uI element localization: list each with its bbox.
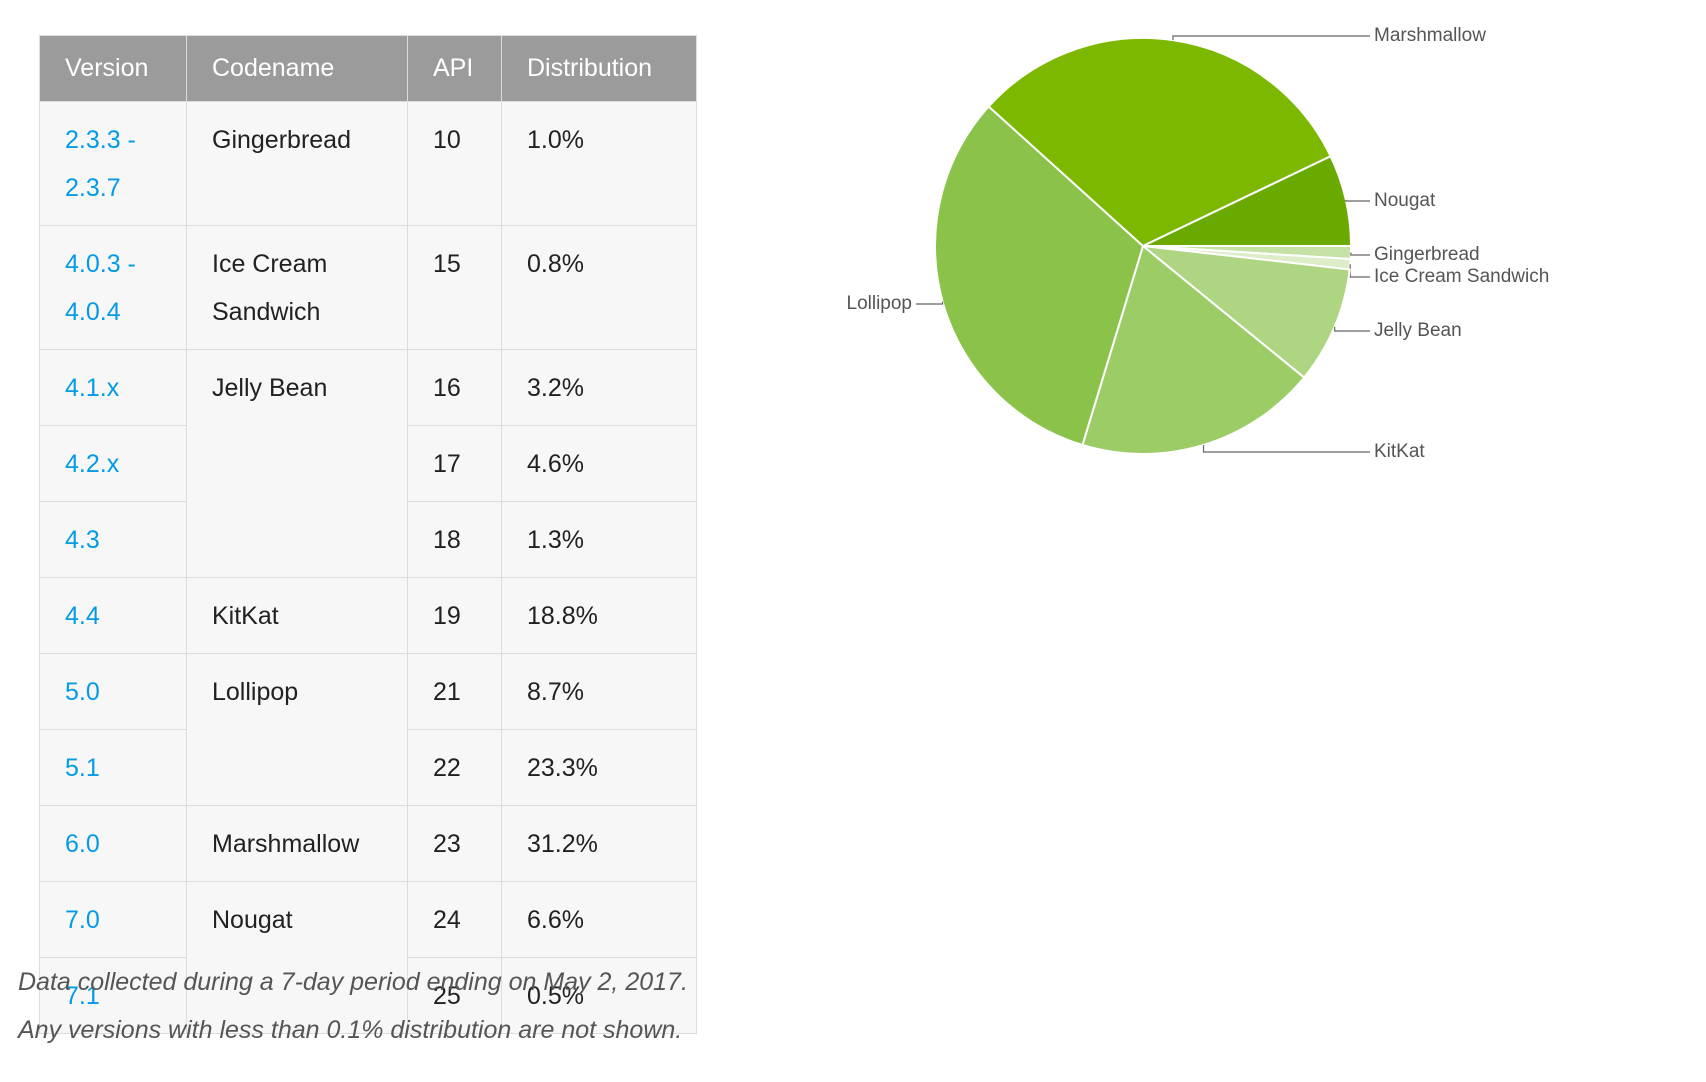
header-cell: Distribution: [501, 35, 697, 102]
table-row: 7.1 25 0.5%: [39, 957, 697, 1034]
slice-label: Lollipop: [847, 293, 913, 314]
codename-cell: Marshmallow: [186, 805, 408, 882]
version-link[interactable]: 5.1: [39, 729, 187, 806]
codename-cell: Nougat: [186, 881, 408, 1034]
codename-cell: Ice Cream Sandwich: [186, 225, 408, 350]
pie-slice: [1142, 245, 1352, 271]
version-link[interactable]: 6.0: [39, 805, 187, 882]
distribution-cell: 3.2%: [501, 349, 697, 426]
version-link[interactable]: 4.4: [39, 577, 187, 654]
version-link[interactable]: 7.0: [39, 881, 187, 958]
codename-cell: KitKat: [186, 577, 408, 654]
leader-line: [1172, 35, 1370, 41]
note: Data collected during a 7-day period end…: [18, 968, 688, 996]
pie-slice: [934, 105, 1145, 447]
distribution-cell: 0.5%: [501, 957, 697, 1034]
header-row: Version Codename API Distribution: [39, 35, 697, 102]
version-link[interactable]: 4.3: [39, 501, 187, 578]
table-row: 4.1.x Jelly Bean 16 3.2%: [39, 349, 697, 578]
table-row: 5.1 22 23.3%: [39, 729, 697, 806]
distribution-cell: 23.3%: [501, 729, 697, 806]
distribution-cell: 4.6%: [501, 425, 697, 502]
table-row: 2.3.3 - 2.3.7 Gingerbread 10 1.0%: [39, 101, 697, 226]
distribution-cell: 1.3%: [501, 501, 697, 578]
header-cell: Version: [39, 35, 187, 102]
api-cell: 10: [407, 101, 502, 226]
api-cell: 22: [407, 729, 502, 806]
pie-slice: [1142, 154, 1353, 247]
table-row: 4.4 KitKat 19 18.8%: [39, 577, 697, 654]
api-cell: 16: [407, 349, 502, 426]
slice-label: Gingerbread: [1374, 244, 1480, 265]
version-link[interactable]: 2.3.3 - 2.3.7: [39, 101, 187, 226]
version-link[interactable]: 7.1: [39, 957, 187, 1034]
version-link[interactable]: 5.0: [39, 653, 187, 730]
version-link[interactable]: 4.0.3 - 4.0.4: [39, 225, 187, 350]
distribution-cell: 0.8%: [501, 225, 697, 350]
distribution-cell: 18.8%: [501, 577, 697, 654]
table-row: 4.0.3 - 4.0.4 Ice Cream Sandwich 15 0.8%: [39, 225, 697, 350]
slice-label: Jelly Bean: [1374, 320, 1462, 341]
api-cell: 18: [407, 501, 502, 578]
codename-cell: Lollipop: [186, 653, 408, 806]
distribution-cell: 1.0%: [501, 101, 697, 226]
version-link[interactable]: 4.2.x: [39, 425, 187, 502]
pie-slice: [1081, 244, 1306, 455]
slice-label: Nougat: [1374, 190, 1436, 211]
notes: Data collected during a 7-day period end…: [18, 958, 688, 1054]
api-cell: 15: [407, 225, 502, 350]
slice-label: KitKat: [1374, 441, 1425, 462]
slice-label: Ice Cream Sandwich: [1374, 266, 1549, 287]
codename-cell: Jelly Bean: [186, 349, 408, 578]
table-row: 6.0 Marshmallow 23 31.2%: [39, 805, 697, 882]
leader-line: [1349, 264, 1370, 278]
leader-line: [916, 301, 944, 305]
leader-line: [1350, 252, 1370, 256]
table-row: 7.0 Nougat 24 6.6%: [39, 881, 697, 1034]
table-row: 4.2.x 17 4.6%: [39, 425, 697, 502]
leader-line: [1345, 199, 1370, 202]
api-cell: 17: [407, 425, 502, 502]
distribution-cell: 31.2%: [501, 805, 697, 882]
header-cell: Codename: [186, 35, 408, 102]
api-cell: 23: [407, 805, 502, 882]
distribution-cell: 8.7%: [501, 653, 697, 730]
codename-cell: Gingerbread: [186, 101, 408, 226]
pie-slice: [987, 37, 1332, 248]
header-cell: API: [407, 35, 502, 102]
note: Any versions with less than 0.1% distrib…: [18, 1016, 683, 1044]
leader-line: [1334, 326, 1370, 332]
api-cell: 25: [407, 957, 502, 1034]
slice-label: Marshmallow: [1374, 25, 1486, 46]
version-link[interactable]: 4.1.x: [39, 349, 187, 426]
api-cell: 21: [407, 653, 502, 730]
distribution-cell: 6.6%: [501, 881, 697, 958]
api-cell: 24: [407, 881, 502, 958]
leader-line: [1202, 444, 1370, 453]
pie-slice: [1142, 245, 1353, 261]
api-cell: 19: [407, 577, 502, 654]
distribution-table: Version Codename API Distribution 2.3.3 - 2…: [39, 35, 697, 1034]
pie-slice: [1139, 244, 1351, 379]
table-row: 4.3 18 1.3%: [39, 501, 697, 578]
table-row: 5.0 Lollipop 21 8.7%: [39, 653, 697, 806]
